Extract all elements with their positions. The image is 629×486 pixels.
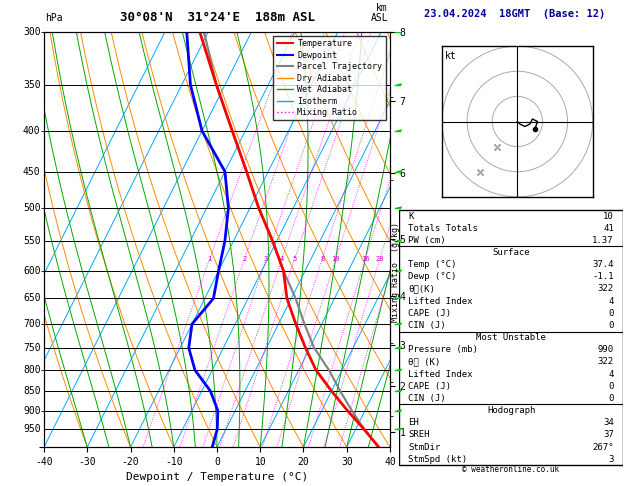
Text: 600: 600 xyxy=(23,266,40,276)
Text: 350: 350 xyxy=(23,80,40,90)
Text: 322: 322 xyxy=(598,357,614,366)
Text: CIN (J): CIN (J) xyxy=(408,321,446,330)
Text: 0: 0 xyxy=(608,309,614,318)
Text: 300: 300 xyxy=(23,27,40,36)
Text: Most Unstable: Most Unstable xyxy=(476,333,546,342)
Text: θᴄ(K): θᴄ(K) xyxy=(408,284,435,294)
Text: EH: EH xyxy=(408,418,419,427)
Text: 267°: 267° xyxy=(593,443,614,451)
Text: CAPE (J): CAPE (J) xyxy=(408,309,452,318)
Text: 3: 3 xyxy=(608,455,614,464)
Text: 450: 450 xyxy=(23,167,40,176)
Text: 800: 800 xyxy=(23,365,40,375)
Text: SREH: SREH xyxy=(408,431,430,439)
Text: 3: 3 xyxy=(264,256,268,262)
Text: Lifted Index: Lifted Index xyxy=(408,369,473,379)
Text: 0: 0 xyxy=(608,394,614,403)
Text: hPa: hPa xyxy=(45,13,63,23)
Text: km
ASL: km ASL xyxy=(370,3,388,23)
Text: 550: 550 xyxy=(23,236,40,246)
Text: Temp (°C): Temp (°C) xyxy=(408,260,457,269)
Text: 23.04.2024  18GMT  (Base: 12): 23.04.2024 18GMT (Base: 12) xyxy=(424,9,605,19)
Text: 10: 10 xyxy=(603,211,614,221)
X-axis label: Dewpoint / Temperature (°C): Dewpoint / Temperature (°C) xyxy=(126,472,308,483)
Text: 500: 500 xyxy=(23,203,40,213)
Text: CIN (J): CIN (J) xyxy=(408,394,446,403)
Text: 8: 8 xyxy=(320,256,325,262)
Text: 20: 20 xyxy=(376,256,384,262)
Text: 1.37: 1.37 xyxy=(593,236,614,245)
Text: 16: 16 xyxy=(361,256,369,262)
Text: 37.4: 37.4 xyxy=(593,260,614,269)
Text: 900: 900 xyxy=(23,406,40,416)
Text: 850: 850 xyxy=(23,386,40,396)
Text: 322: 322 xyxy=(598,284,614,294)
Text: -1.1: -1.1 xyxy=(593,272,614,281)
Legend: Temperature, Dewpoint, Parcel Trajectory, Dry Adiabat, Wet Adiabat, Isotherm, Mi: Temperature, Dewpoint, Parcel Trajectory… xyxy=(274,36,386,121)
Text: 5: 5 xyxy=(292,256,297,262)
Text: 0: 0 xyxy=(608,382,614,391)
Text: 990: 990 xyxy=(598,345,614,354)
Text: Lifted Index: Lifted Index xyxy=(408,296,473,306)
Text: © weatheronline.co.uk: © weatheronline.co.uk xyxy=(462,465,560,473)
Text: kt: kt xyxy=(445,51,457,61)
Text: 34: 34 xyxy=(603,418,614,427)
Text: 41: 41 xyxy=(603,224,614,233)
Text: CAPE (J): CAPE (J) xyxy=(408,382,452,391)
Text: 4: 4 xyxy=(608,369,614,379)
Text: StmSpd (kt): StmSpd (kt) xyxy=(408,455,467,464)
Text: 700: 700 xyxy=(23,319,40,329)
Text: θᴄ (K): θᴄ (K) xyxy=(408,357,440,366)
Text: K: K xyxy=(408,211,414,221)
Text: 10: 10 xyxy=(331,256,340,262)
Text: Totals Totals: Totals Totals xyxy=(408,224,478,233)
Text: Dewp (°C): Dewp (°C) xyxy=(408,272,457,281)
Text: 750: 750 xyxy=(23,343,40,353)
Text: 650: 650 xyxy=(23,294,40,303)
Text: Surface: Surface xyxy=(493,248,530,257)
Text: PW (cm): PW (cm) xyxy=(408,236,446,245)
Text: 2: 2 xyxy=(242,256,247,262)
Text: 30°08'N  31°24'E  188m ASL: 30°08'N 31°24'E 188m ASL xyxy=(120,11,314,24)
Text: StmDir: StmDir xyxy=(408,443,440,451)
Text: 4: 4 xyxy=(280,256,284,262)
Text: 950: 950 xyxy=(23,424,40,434)
Text: 1: 1 xyxy=(208,256,212,262)
Text: Mixing Ratio  (g/kg): Mixing Ratio (g/kg) xyxy=(391,222,399,322)
Text: 0: 0 xyxy=(608,321,614,330)
Text: Pressure (mb): Pressure (mb) xyxy=(408,345,478,354)
Text: 4: 4 xyxy=(608,296,614,306)
Text: 37: 37 xyxy=(603,431,614,439)
Text: 400: 400 xyxy=(23,126,40,136)
Text: Hodograph: Hodograph xyxy=(487,406,535,415)
